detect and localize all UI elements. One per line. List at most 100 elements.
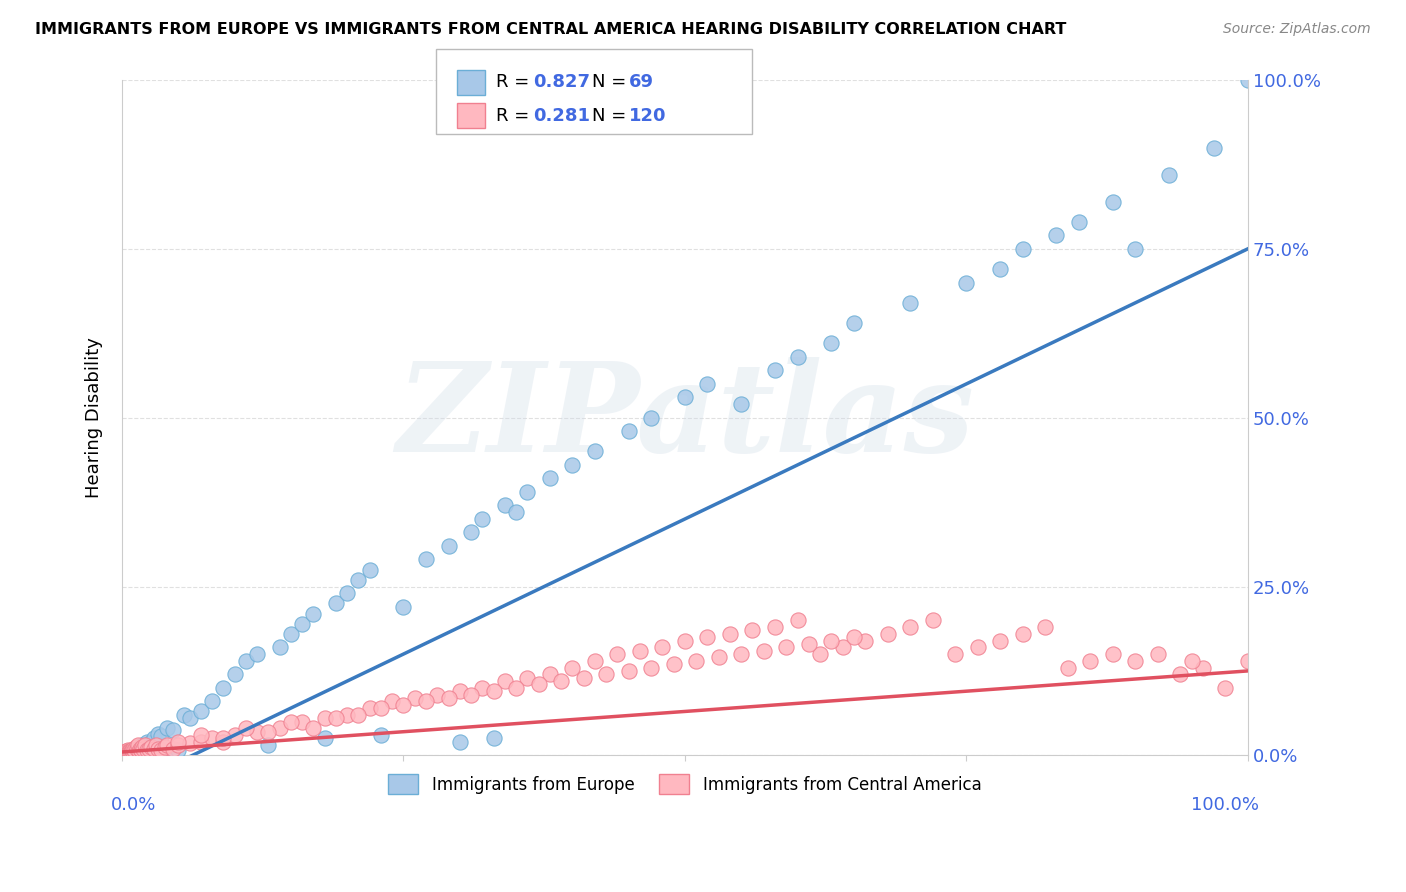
- Point: [842, 630, 865, 644]
- Point: [505, 681, 527, 695]
- Point: [314, 711, 336, 725]
- Point: [471, 512, 494, 526]
- Point: [156, 738, 179, 752]
- Point: [550, 674, 572, 689]
- Point: [955, 276, 977, 290]
- Point: [415, 694, 437, 708]
- Point: [139, 736, 162, 750]
- Point: [336, 586, 359, 600]
- Point: [1202, 140, 1225, 154]
- Point: [561, 660, 583, 674]
- Text: 0.281: 0.281: [533, 107, 591, 125]
- Text: R =: R =: [496, 73, 536, 91]
- Point: [129, 743, 152, 757]
- Point: [115, 744, 138, 758]
- Point: [121, 743, 143, 757]
- Text: R =: R =: [496, 107, 536, 125]
- Point: [153, 740, 176, 755]
- Point: [138, 741, 160, 756]
- Point: [117, 743, 139, 757]
- Point: [449, 735, 471, 749]
- Point: [280, 627, 302, 641]
- Point: [876, 627, 898, 641]
- Point: [173, 707, 195, 722]
- Point: [325, 711, 347, 725]
- Point: [752, 643, 775, 657]
- Point: [583, 654, 606, 668]
- Point: [730, 647, 752, 661]
- Point: [257, 724, 280, 739]
- Point: [437, 539, 460, 553]
- Point: [325, 596, 347, 610]
- Point: [122, 741, 145, 756]
- Point: [595, 667, 617, 681]
- Point: [120, 745, 142, 759]
- Point: [179, 736, 201, 750]
- Point: [125, 742, 148, 756]
- Point: [628, 643, 651, 657]
- Point: [246, 647, 269, 661]
- Point: [831, 640, 853, 655]
- Point: [808, 647, 831, 661]
- Point: [1213, 681, 1236, 695]
- Point: [1237, 73, 1260, 87]
- Point: [820, 633, 842, 648]
- Point: [201, 694, 224, 708]
- Point: [775, 640, 797, 655]
- Point: [150, 730, 173, 744]
- Point: [1123, 654, 1146, 668]
- Point: [482, 731, 505, 746]
- Point: [114, 747, 136, 761]
- Point: [122, 743, 145, 757]
- Point: [1123, 242, 1146, 256]
- Point: [898, 296, 921, 310]
- Point: [115, 745, 138, 759]
- Point: [527, 677, 550, 691]
- Point: [146, 727, 169, 741]
- Point: [853, 633, 876, 648]
- Point: [118, 744, 141, 758]
- Point: [392, 698, 415, 712]
- Point: [359, 701, 381, 715]
- Point: [392, 599, 415, 614]
- Point: [269, 640, 291, 655]
- Text: N =: N =: [592, 107, 631, 125]
- Point: [685, 654, 707, 668]
- Point: [302, 722, 325, 736]
- Point: [129, 741, 152, 756]
- Point: [141, 740, 163, 755]
- Point: [1011, 242, 1033, 256]
- Point: [460, 688, 482, 702]
- Point: [482, 684, 505, 698]
- Point: [1056, 660, 1078, 674]
- Point: [124, 740, 146, 755]
- Point: [583, 444, 606, 458]
- Point: [314, 731, 336, 746]
- Point: [696, 630, 718, 644]
- Text: 0.827: 0.827: [533, 73, 591, 91]
- Point: [280, 714, 302, 729]
- Point: [190, 705, 212, 719]
- Point: [763, 363, 786, 377]
- Point: [1101, 647, 1123, 661]
- Point: [117, 746, 139, 760]
- Point: [246, 724, 269, 739]
- Point: [128, 744, 150, 758]
- Point: [786, 613, 808, 627]
- Point: [370, 701, 392, 715]
- Point: [617, 664, 640, 678]
- Point: [471, 681, 494, 695]
- Point: [1045, 228, 1067, 243]
- Point: [135, 735, 157, 749]
- Point: [640, 660, 662, 674]
- Point: [898, 620, 921, 634]
- Point: [505, 505, 527, 519]
- Point: [134, 738, 156, 752]
- Point: [1078, 654, 1101, 668]
- Point: [842, 316, 865, 330]
- Point: [988, 262, 1011, 277]
- Point: [516, 485, 538, 500]
- Point: [302, 607, 325, 621]
- Point: [988, 633, 1011, 648]
- Point: [572, 671, 595, 685]
